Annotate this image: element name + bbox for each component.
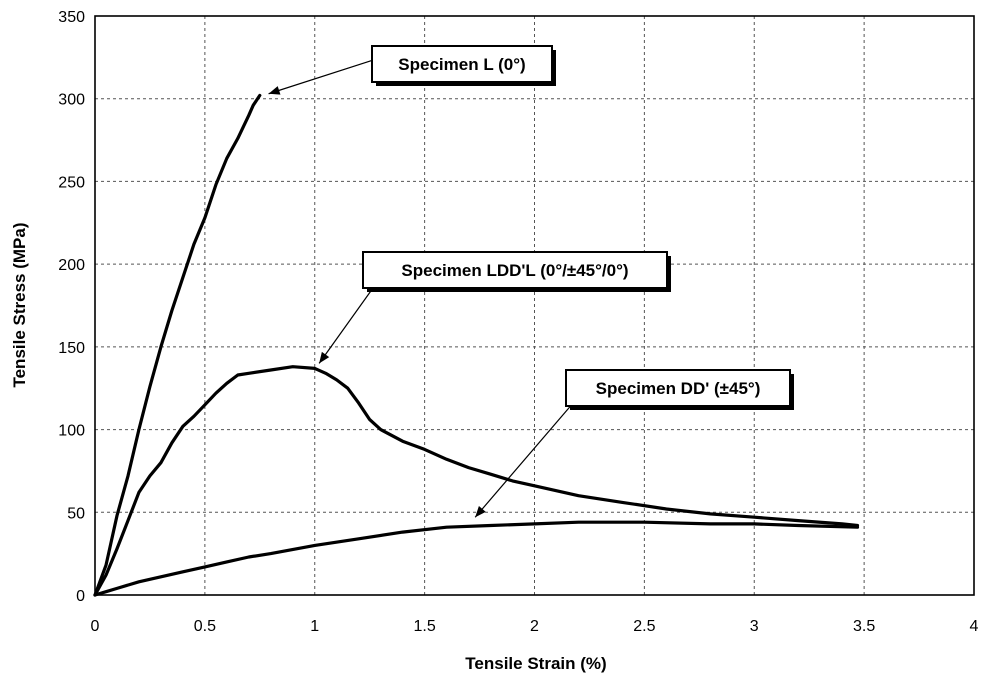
annotations-layer: Specimen L (0°) Specimen LDD'L (0°/±45°/0… <box>268 45 794 518</box>
annotation-callout: Specimen L (0°) <box>268 45 556 95</box>
x-tick-label: 4 <box>970 618 979 635</box>
x-tick-label: 0 <box>91 618 100 635</box>
annotation-label: Specimen L (0°) <box>398 55 525 74</box>
annotation-arrow <box>318 287 374 364</box>
x-axis-title: Tensile Strain (%) <box>465 654 606 673</box>
y-tick-label: 200 <box>58 257 85 274</box>
y-tick-labels: 0 50 100 150 200 250 300 350 <box>58 9 85 605</box>
annotation-label: Specimen LDD'L (0°/±45°/0°) <box>401 261 628 280</box>
series-line-l <box>93 93 262 597</box>
x-tick-label: 2.5 <box>633 618 655 635</box>
arrowhead-icon <box>475 505 486 518</box>
y-tick-label: 100 <box>58 423 85 440</box>
series-line-lddl <box>93 365 860 597</box>
x-tick-label: 1.5 <box>414 618 436 635</box>
x-tick-label: 1 <box>310 618 319 635</box>
series-layer <box>93 93 860 597</box>
y-tick-label: 150 <box>58 340 85 357</box>
y-tick-label: 350 <box>58 9 85 26</box>
x-tick-label: 3 <box>750 618 759 635</box>
gridlines <box>95 16 974 595</box>
x-tick-label: 2 <box>530 618 539 635</box>
x-tick-labels: 0 0.5 1 1.5 2 2.5 3 3.5 4 <box>91 618 979 635</box>
annotation-arrow <box>268 59 373 95</box>
plot-frame <box>94 15 975 596</box>
x-tick-label: 3.5 <box>853 618 875 635</box>
y-tick-label: 50 <box>67 505 85 522</box>
y-tick-label: 250 <box>58 174 85 191</box>
y-tick-label: 300 <box>58 92 85 109</box>
annotation-callout: Specimen DD' (±45°) <box>474 369 794 518</box>
annotation-box <box>371 45 553 83</box>
x-tick-label: 0.5 <box>194 618 216 635</box>
annotation-box <box>362 251 668 289</box>
annotation-box <box>565 369 791 407</box>
annotation-arrow <box>474 401 575 518</box>
annotation-label: Specimen DD' (±45°) <box>596 379 761 398</box>
arrowhead-icon <box>268 86 281 95</box>
arrowhead-icon <box>319 351 330 364</box>
y-tick-label: 0 <box>76 588 85 605</box>
y-axis-title: Tensile Stress (MPa) <box>10 222 29 387</box>
series-line-dd <box>93 520 860 597</box>
annotation-callout: Specimen LDD'L (0°/±45°/0°) <box>318 251 671 364</box>
